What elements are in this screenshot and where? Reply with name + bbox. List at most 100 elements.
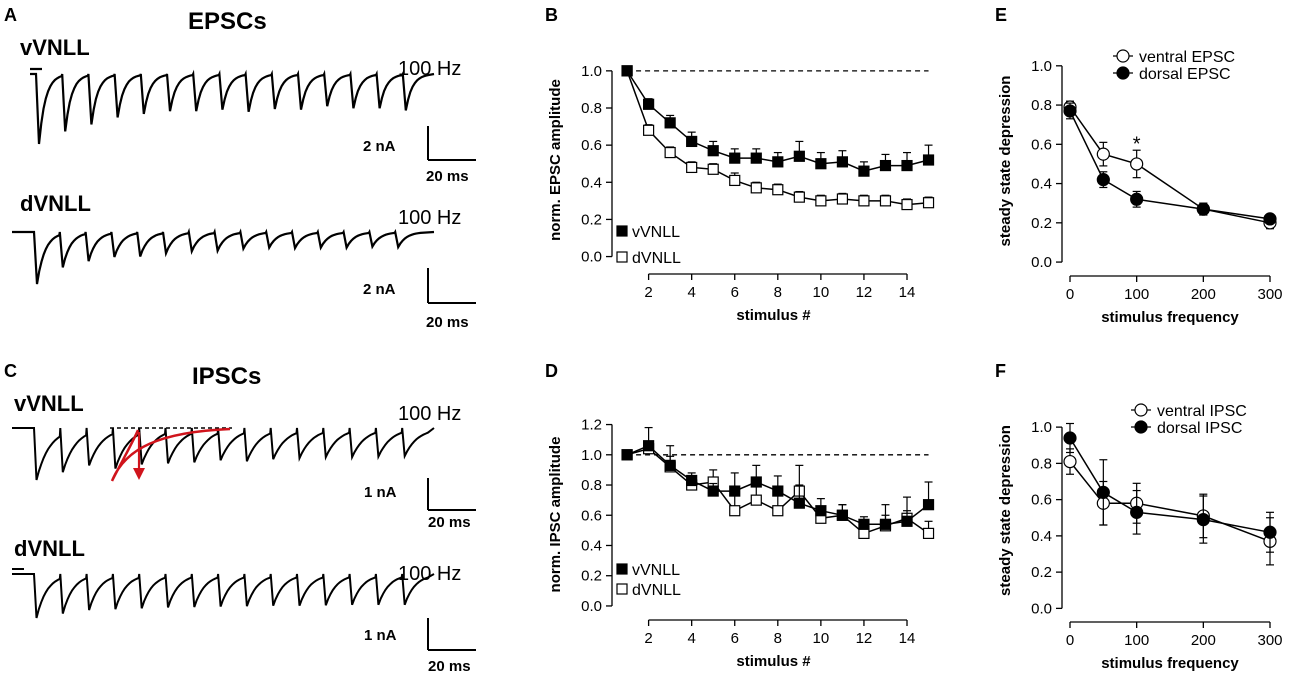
chart-f-y-tick-label: 0.0 — [1031, 600, 1052, 617]
chart-e-ventral-epsc-line — [1069, 106, 1271, 224]
chart-e-x-tick-label: 100 — [1124, 286, 1149, 303]
chart-b-legend-dvnll-label: dVNLL — [632, 250, 681, 267]
chart-e-y-tick-label: 0.6 — [1031, 136, 1052, 153]
chart-b-y-tick-label: 1.0 — [581, 63, 602, 80]
chart-e-legend-ventral-epsc-label: ventral EPSC — [1139, 49, 1235, 66]
chart-f-legend-dorsal-ipsc-label: dorsal IPSC — [1157, 420, 1242, 437]
chart-d-x-tick-label: 2 — [644, 630, 652, 647]
chart-d-x-tick-label: 6 — [731, 630, 739, 647]
chart-b-x-tick-label: 12 — [856, 284, 873, 301]
chart-b-x-tick-label: 6 — [731, 284, 739, 301]
ipsc-vvnll-scale-y-label: 1 nA — [364, 484, 397, 501]
chart-f-x-tick-label: 0 — [1066, 632, 1074, 649]
chart-b-dvnll-point — [901, 198, 913, 211]
chart-d-legend-dvnll-label: dVNLL — [632, 582, 681, 599]
chart-b-x-axis-label: stimulus # — [736, 307, 811, 324]
panel-c: C IPSCs vVNLL 100 Hz 1 nA 20 ms dVNLL 10… — [4, 361, 476, 675]
chart-b-y-axis-label: norm. EPSC amplitude — [547, 79, 564, 241]
chart-b-vvnll-point — [879, 159, 892, 172]
chart-e-y-tick-label: 0.8 — [1031, 97, 1052, 114]
chart-b-y-tick-label: 0.2 — [581, 211, 602, 228]
ipsc-vvnll-label: vVNLL — [14, 391, 84, 416]
chart-f-dorsal-ipsc-line — [1069, 437, 1271, 534]
chart-b-y-tick-label: 0.8 — [581, 100, 602, 117]
ipsc-dvnll-scale-y-label: 1 nA — [364, 627, 397, 644]
chart-b-dvnll-point — [750, 182, 762, 194]
chart-b-x-tick-label: 10 — [813, 284, 830, 301]
chart-e-legend-dorsal-epsc-label: dorsal EPSC — [1139, 66, 1231, 83]
chart-b-vvnll-point — [729, 152, 741, 164]
chart-f-x-tick-label: 200 — [1191, 632, 1216, 649]
chart-f-x-tick-label: 100 — [1124, 632, 1149, 649]
epsc-vvnll-trace — [30, 67, 435, 145]
chart-d-vvnll-point — [922, 499, 935, 511]
chart-e-y-tick-label: 0.0 — [1031, 254, 1052, 271]
epsc-vvnll-label: vVNLL — [20, 35, 90, 60]
chart-d: 0.0 0.2 0.4 0.6 0.8 1.0 1.2 2 4 6 8 10 12 14 stimulus … — [547, 417, 935, 670]
panel-label-a: A — [4, 5, 17, 25]
chart-d-vvnll-point — [686, 474, 698, 487]
chart-b-y-tick-label: 0.4 — [581, 174, 602, 191]
ipsc-vvnll-frequency: 100 Hz — [398, 403, 461, 425]
chart-b-vvnll-point — [793, 150, 805, 162]
ipsc-title: IPSCs — [192, 363, 261, 390]
chart-b-dvnll-point — [922, 197, 935, 209]
chart-d-y-tick-label: 0.2 — [581, 568, 602, 585]
chart-d-vvnll-point — [901, 515, 913, 527]
panel-label-d: D — [545, 361, 558, 381]
chart-b-vvnll-point — [750, 152, 762, 164]
chart-d-x-tick-label: 14 — [899, 630, 916, 647]
chart-e-dorsal-epsc-point — [1096, 173, 1110, 187]
chart-f-dorsal-ipsc-point — [1130, 505, 1144, 519]
chart-b-vvnll-point — [772, 156, 784, 168]
chart-b-dvnll-point — [793, 191, 805, 203]
panel-label-f: F — [995, 361, 1006, 381]
chart-d-vvnll-point — [707, 485, 719, 497]
chart-d-x-axis-label: stimulus # — [736, 653, 811, 670]
chart-e-dorsal-epsc-point — [1063, 104, 1077, 118]
chart-d-y-tick-label: 0.8 — [581, 477, 602, 494]
chart-e-annotation: * — [1133, 133, 1141, 155]
chart-b: 0.0 0.2 0.4 0.6 0.8 1.0 2 4 6 8 10 12 14 stimulus # no… — [547, 63, 935, 324]
chart-f-y-tick-label: 0.8 — [1031, 455, 1052, 472]
chart-d-x-tick-label: 8 — [774, 630, 782, 647]
chart-b-dvnll-point — [729, 174, 741, 187]
chart-b-dvnll-point — [686, 161, 698, 174]
epsc-dvnll-trace — [12, 227, 435, 285]
ipsc-dvnll-trace — [12, 568, 435, 619]
chart-b-legend-vvnll-label: vVNLL — [632, 224, 680, 241]
chart-b-dvnll-point — [643, 124, 655, 136]
chart-b-legend-dvnll-marker — [616, 251, 628, 263]
ipsc-fit-arrowhead — [133, 468, 145, 480]
chart-f-dorsal-ipsc-point — [1263, 525, 1277, 539]
epsc-vvnll-frequency: 100 Hz — [398, 58, 461, 80]
epsc-dvnll-scale-x-label: 20 ms — [426, 314, 469, 331]
chart-b-dvnll-point — [707, 163, 719, 175]
chart-d-legend-vvnll-label: vVNLL — [632, 562, 680, 579]
chart-f-y-tick-label: 0.2 — [1031, 564, 1052, 581]
chart-e: 0.0 0.2 0.4 0.6 0.8 1.0 0 100 200 300 stimulus fre… — [997, 49, 1283, 326]
chart-f-y-tick-label: 0.4 — [1031, 528, 1052, 545]
chart-d-legend-dvnll-marker — [616, 583, 628, 595]
chart-d-y-tick-label: 1.2 — [581, 417, 602, 434]
chart-f-dorsal-ipsc-point — [1196, 512, 1210, 527]
chart-d-vvnll-point — [836, 509, 849, 521]
chart-b-vvnll-point — [643, 98, 655, 110]
chart-e-dorsal-epsc-point — [1196, 202, 1210, 216]
ipsc-vvnll-scale-x-label: 20 ms — [428, 514, 471, 531]
panel-label-b: B — [545, 5, 558, 25]
chart-d-dvnll-point — [750, 494, 762, 506]
chart-f-y-tick-label: 1.0 — [1031, 419, 1052, 436]
chart-d-x-tick-label: 12 — [856, 630, 873, 647]
chart-e-dorsal-epsc-point — [1263, 212, 1277, 226]
chart-d-x-tick-label: 4 — [688, 630, 696, 647]
ipsc-decay-fit-curve — [110, 427, 231, 482]
panel-a: A EPSCs vVNLL 100 Hz 2 nA 20 ms dVNLL 10… — [4, 5, 476, 331]
chart-b-dvnll-point — [815, 195, 827, 207]
chart-b-vvnll-point — [858, 165, 870, 177]
chart-b-vvnll-point — [621, 65, 633, 77]
chart-b-x-tick-label: 2 — [644, 284, 652, 301]
chart-e-ventral-epsc-point — [1130, 157, 1144, 171]
chart-b-dvnll-point — [772, 184, 784, 196]
chart-d-dvnll-point — [772, 505, 784, 517]
